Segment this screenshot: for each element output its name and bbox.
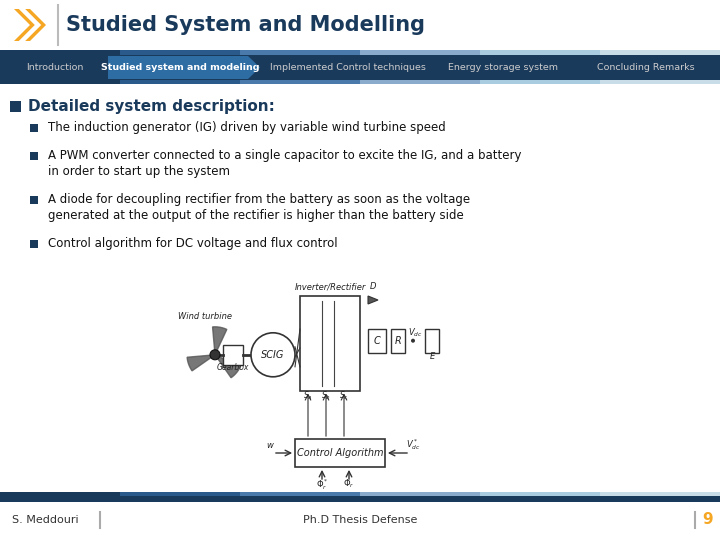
Bar: [30, 124, 38, 132]
Bar: [425, 329, 439, 353]
Circle shape: [251, 333, 295, 377]
Bar: [295, 439, 385, 467]
Circle shape: [210, 350, 220, 360]
Text: D: D: [370, 282, 377, 291]
Polygon shape: [215, 355, 240, 378]
Bar: [0, 80, 120, 84]
Text: Ph.D Thesis Defense: Ph.D Thesis Defense: [303, 515, 417, 525]
Text: $\Phi^*_r$: $\Phi^*_r$: [315, 477, 328, 491]
Polygon shape: [25, 9, 46, 41]
Text: Wind turbine: Wind turbine: [178, 312, 232, 321]
Bar: [30, 152, 38, 160]
Text: w: w: [266, 441, 274, 450]
Bar: [300, 296, 360, 390]
Bar: [0, 55, 720, 80]
Bar: [600, 80, 720, 84]
Text: $S_a$: $S_a$: [303, 389, 313, 402]
Text: S. Meddouri: S. Meddouri: [12, 515, 78, 525]
Text: Introduction: Introduction: [27, 63, 84, 72]
Text: $S_b$: $S_b$: [321, 389, 331, 402]
Text: Gearbox: Gearbox: [217, 363, 249, 372]
Bar: [0, 50, 120, 55]
Text: $\Phi_r$: $\Phi_r$: [343, 478, 355, 490]
Bar: [120, 50, 240, 55]
Text: $V_{dc}$: $V_{dc}$: [408, 327, 423, 339]
Text: Studied System and Modelling: Studied System and Modelling: [66, 15, 425, 35]
Text: Control Algorithm: Control Algorithm: [297, 448, 383, 458]
Bar: [480, 492, 600, 496]
Bar: [223, 345, 243, 365]
Text: SCIG: SCIG: [261, 350, 284, 360]
Text: Detailed system description:: Detailed system description:: [28, 98, 275, 113]
Text: $S_c$: $S_c$: [339, 389, 349, 402]
Polygon shape: [212, 327, 227, 355]
Bar: [0, 496, 720, 502]
Text: Control algorithm for DC voltage and flux control: Control algorithm for DC voltage and flu…: [48, 238, 338, 251]
Bar: [480, 80, 600, 84]
Bar: [360, 80, 480, 84]
Bar: [600, 50, 720, 55]
Text: generated at the output of the rectifier is higher than the battery side: generated at the output of the rectifier…: [48, 210, 464, 222]
Bar: [480, 50, 600, 55]
Bar: [120, 492, 240, 496]
Bar: [391, 329, 405, 353]
Text: 9: 9: [703, 512, 714, 528]
Bar: [368, 329, 386, 353]
Text: $V^*_{dc}$: $V^*_{dc}$: [405, 437, 420, 453]
Polygon shape: [14, 9, 35, 41]
Circle shape: [411, 339, 415, 343]
Bar: [0, 492, 120, 496]
Bar: [360, 50, 480, 55]
Text: C: C: [374, 336, 380, 346]
Polygon shape: [108, 56, 260, 79]
Text: E: E: [429, 352, 435, 361]
Bar: [360, 492, 480, 496]
Text: Implemented Control techniques: Implemented Control techniques: [269, 63, 426, 72]
Text: Energy storage system: Energy storage system: [448, 63, 558, 72]
Bar: [600, 492, 720, 496]
Bar: [0, 0, 720, 50]
Polygon shape: [368, 296, 378, 304]
Text: R: R: [395, 336, 401, 346]
Bar: [30, 240, 38, 248]
Text: A PWM converter connected to a single capacitor to excite the IG, and a battery: A PWM converter connected to a single ca…: [48, 150, 521, 163]
Bar: [30, 196, 38, 204]
Bar: [240, 50, 360, 55]
Polygon shape: [187, 355, 215, 371]
Bar: [240, 492, 360, 496]
Text: Studied system and modeling: Studied system and modeling: [101, 63, 259, 72]
Bar: [120, 80, 240, 84]
Bar: [10, 100, 21, 111]
Bar: [240, 80, 360, 84]
Text: The induction generator (IG) driven by variable wind turbine speed: The induction generator (IG) driven by v…: [48, 122, 446, 134]
Text: in order to start up the system: in order to start up the system: [48, 165, 230, 179]
Text: Inverter/Rectifier: Inverter/Rectifier: [294, 283, 366, 292]
Text: Concluding Remarks: Concluding Remarks: [597, 63, 695, 72]
Text: A diode for decoupling rectifier from the battery as soon as the voltage: A diode for decoupling rectifier from th…: [48, 193, 470, 206]
